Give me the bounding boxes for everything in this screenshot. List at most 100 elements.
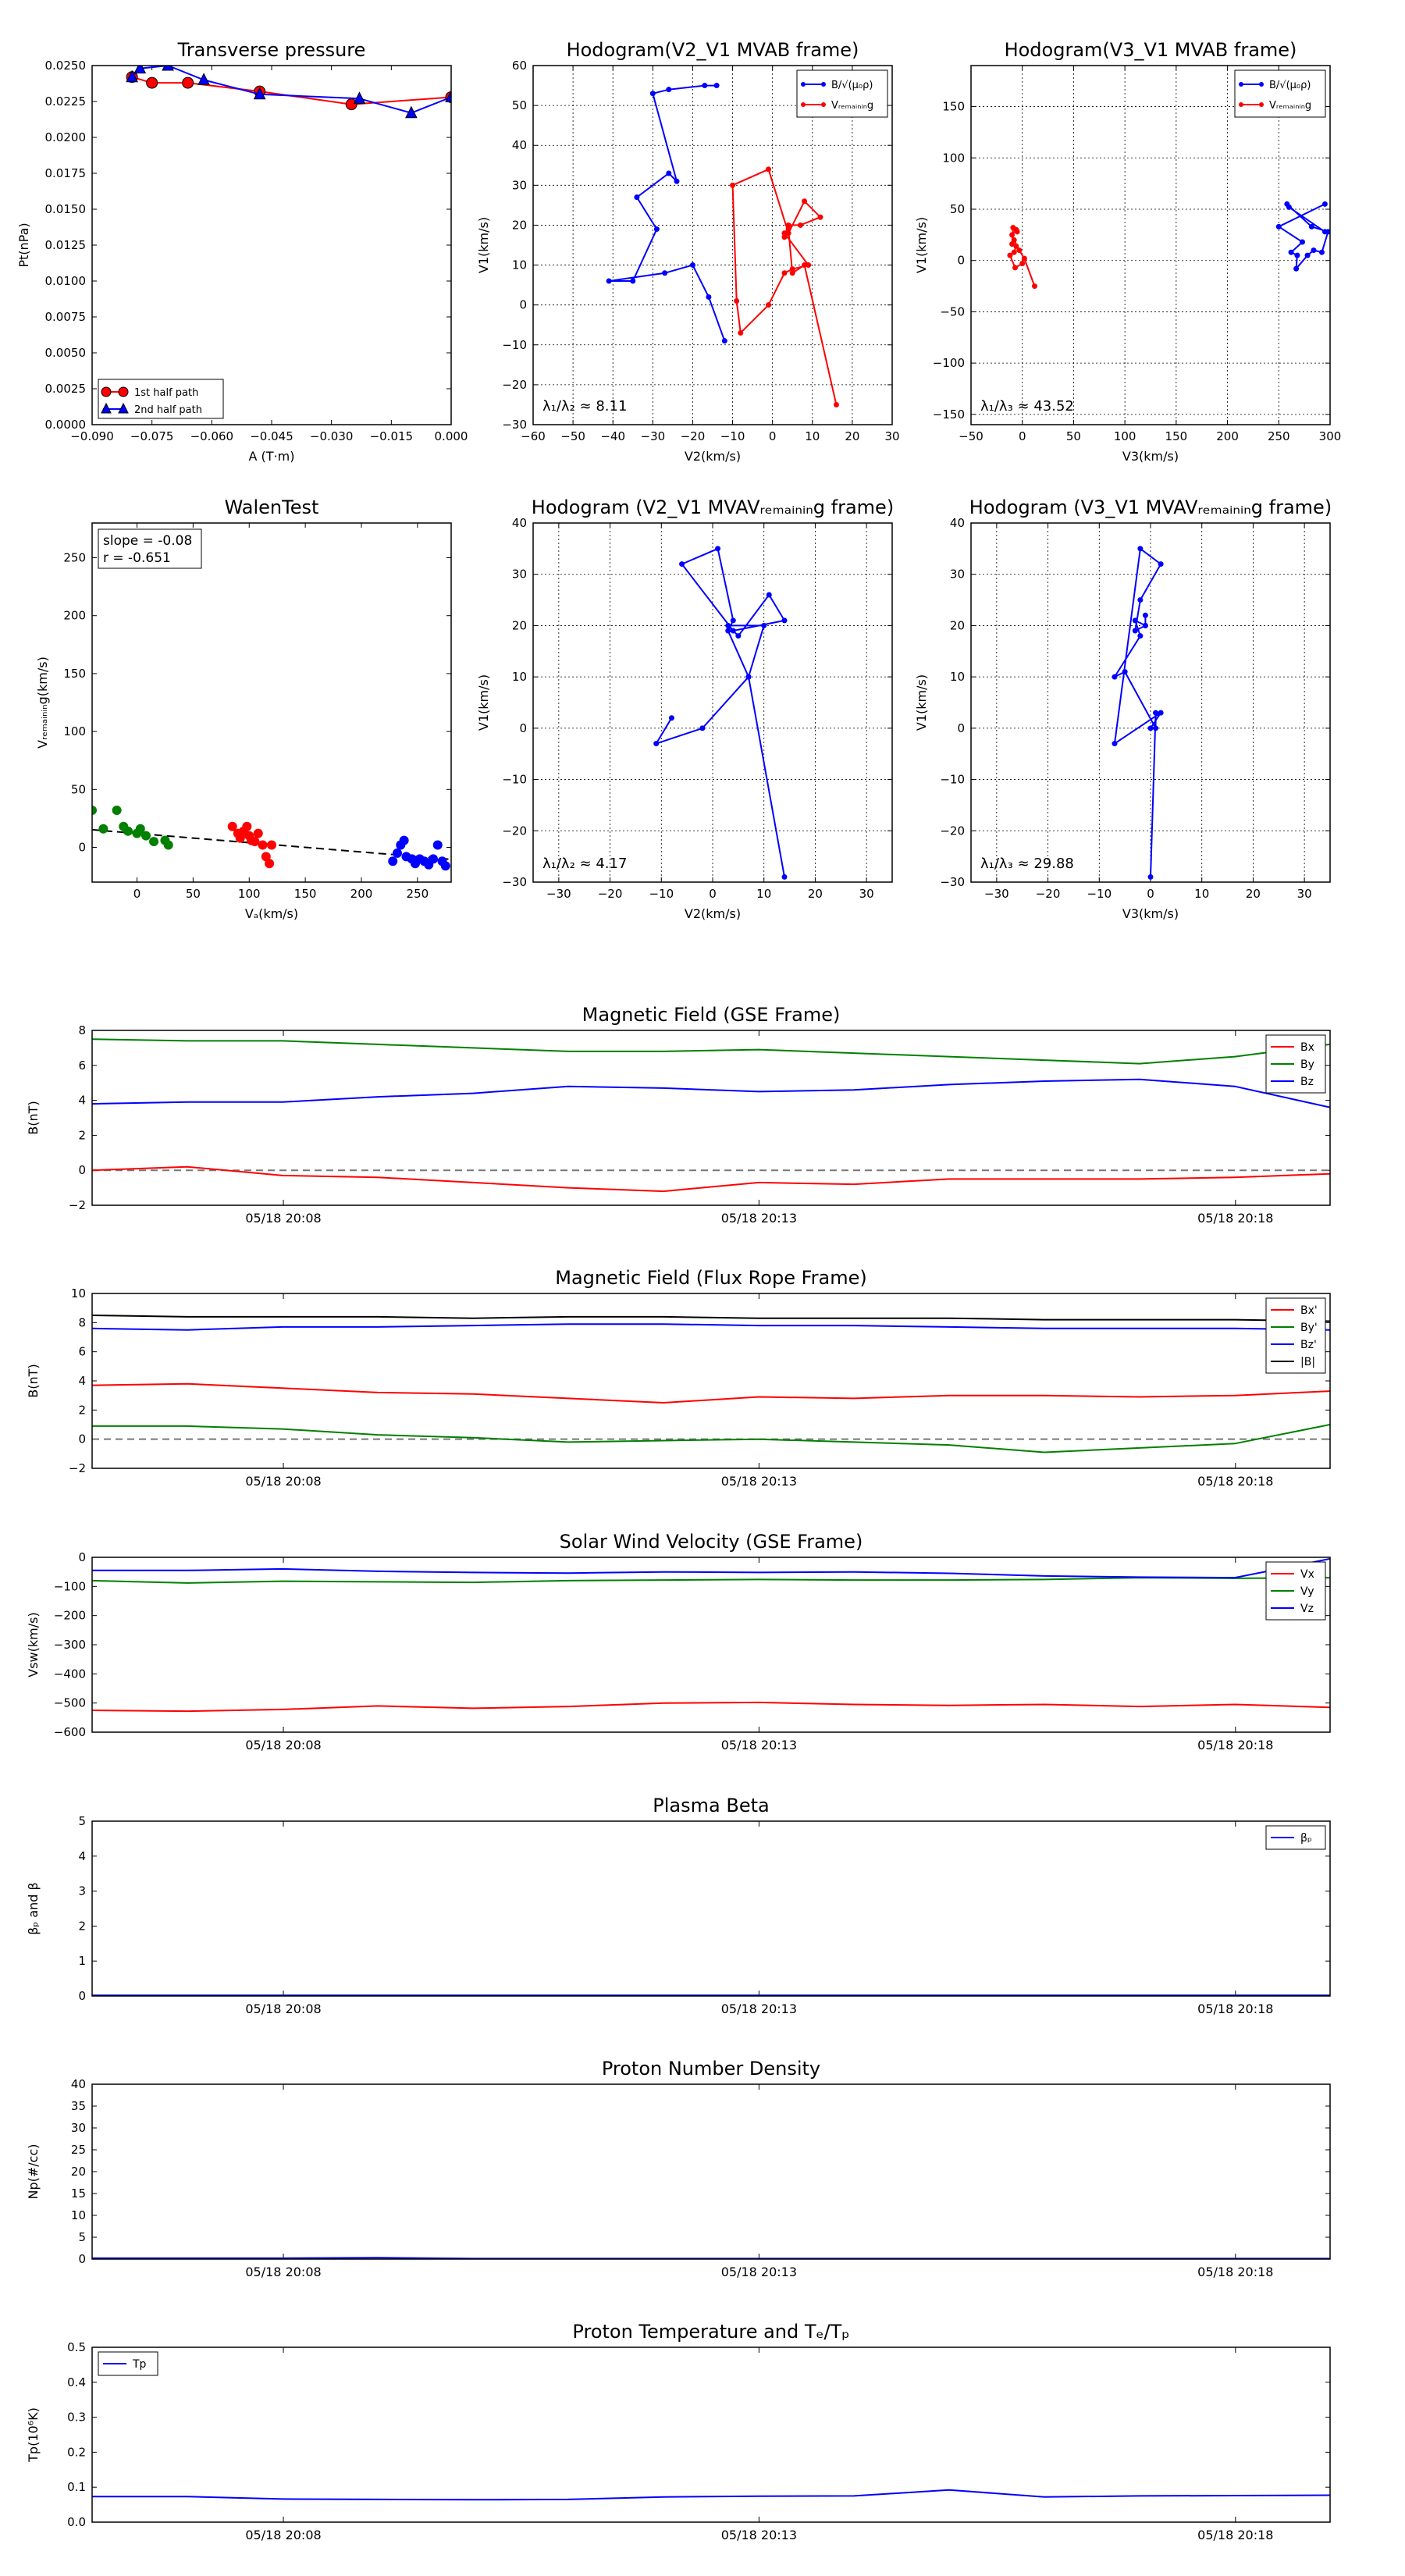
ts2-title: Magnetic Field (Flux Rope Frame) — [555, 1267, 866, 1289]
ts1-legend: Bx By Bz — [1265, 1034, 1326, 1094]
ts1-ytick-label: −2 — [69, 1198, 86, 1212]
h3-point — [699, 725, 706, 731]
h4-ytick-label: −30 — [940, 875, 965, 889]
walen-point — [92, 806, 97, 815]
ts2-ytick-label: 2 — [78, 1403, 86, 1417]
h4-xtick-label: 20 — [1246, 887, 1261, 901]
ts6-legend-label: Tp — [132, 2358, 147, 2371]
h3-xtick-label: −10 — [649, 887, 674, 901]
h4-point — [1158, 561, 1164, 568]
tp-ylabel: Pt(nPa) — [16, 222, 31, 267]
h4-point — [1132, 617, 1138, 624]
walen-ylabel: Vᵣₑₘₐᵢₙᵢₙg(km/s) — [35, 656, 50, 749]
walen-point — [135, 824, 145, 834]
ts6-series-Tp-line — [92, 2489, 1330, 2501]
h2-xlabel: V3(km/s) — [1122, 449, 1179, 464]
h3-point — [679, 561, 685, 568]
ts6-date-tick-label: 05/18 20:18 — [1197, 2528, 1273, 2542]
h2-xtick-label: 150 — [1165, 429, 1188, 443]
walen-point — [265, 859, 275, 869]
h1-legend-label-v: Vᵣₑₘₐᵢₙᵢₙg — [831, 100, 873, 112]
ts2-ytick-label: 0 — [78, 1432, 86, 1446]
h1-xlabel: V2(km/s) — [685, 449, 741, 464]
h3-xtick-label: 20 — [808, 887, 823, 901]
walen-point — [112, 806, 122, 815]
ts6-frame — [91, 2347, 1331, 2523]
ts5-ytick-label: 5 — [78, 2230, 86, 2244]
ts1-date-tick-label: 05/18 20:08 — [245, 1211, 321, 1226]
h4-point — [1137, 546, 1144, 552]
walen-point — [169, 883, 178, 892]
h4-ytick-label: 20 — [950, 618, 965, 632]
h2-series-B-line — [1277, 203, 1329, 272]
ts5-date-tick-label: 05/18 20:13 — [721, 2265, 797, 2279]
h2-point — [1311, 247, 1317, 254]
ts4-ylabel: βₚ and β — [26, 1882, 41, 1935]
walen-ytick-label: 250 — [63, 551, 86, 565]
h2-point — [1321, 201, 1328, 207]
ts1-ylabel: B(nT) — [26, 1101, 41, 1134]
walen-point — [149, 837, 159, 847]
ts5-ytick-label: 15 — [71, 2186, 86, 2201]
walen-title: WalenTest — [225, 496, 319, 518]
walen-point — [242, 821, 252, 831]
h3-point — [781, 873, 788, 880]
h2-ytick-label: −50 — [940, 304, 965, 318]
tp-xtick-label: 0.000 — [435, 429, 468, 443]
h1-point — [766, 166, 772, 173]
h1-point — [666, 170, 672, 176]
tp-ytick-label: 0.0100 — [45, 274, 87, 288]
ts3-ytick-label: −600 — [54, 1725, 86, 1739]
h4-point — [1137, 597, 1144, 603]
h1-xtick-label: 30 — [884, 429, 899, 443]
tp-xtick-label: −0.060 — [190, 429, 234, 443]
h4-ytick-label: −20 — [940, 824, 965, 838]
h1-point — [785, 230, 791, 237]
h2-point — [1294, 252, 1300, 258]
h1-ytick-label: 40 — [512, 138, 527, 152]
tp-legend-label-2: 2nd half path — [134, 404, 202, 416]
h2-legend-label-b: B/√(μ₀ρ) — [1269, 80, 1311, 91]
walen-point — [261, 852, 271, 862]
h3-point — [653, 741, 660, 747]
h2-data — [1007, 201, 1330, 290]
tp-legend-marker-1b — [118, 386, 129, 397]
h3-ytick-label: 40 — [512, 516, 527, 530]
h1-ytick-label: −10 — [502, 338, 527, 352]
ts3-legend: Vx Vy Vz — [1265, 1561, 1326, 1621]
ts1-ytick-label: 0 — [78, 1163, 86, 1177]
ts1-date-tick-label: 05/18 20:13 — [721, 1211, 797, 1226]
h2-point — [1304, 252, 1311, 258]
h2-point — [1007, 252, 1013, 258]
tp-data — [126, 66, 451, 119]
h4-xtick-label: 0 — [1147, 887, 1154, 901]
walen-slope: slope = -0.08 — [103, 533, 192, 549]
h1-point — [730, 182, 736, 188]
ts6-ytick-label: 0.3 — [67, 2411, 86, 2425]
ts4-ytick-label: 1 — [78, 1954, 86, 1968]
ts3-ytick-label: −100 — [54, 1579, 86, 1593]
ts5-frame — [91, 2083, 1331, 2260]
h3-point — [725, 622, 731, 628]
ts3-legend-label: Vy — [1300, 1585, 1314, 1598]
tp-point — [353, 91, 366, 104]
h3-point — [715, 546, 721, 552]
ts3-series-Vy-line — [92, 1577, 1330, 1584]
h2-legend-marker-v — [1239, 102, 1243, 107]
tp-ytick-label: 0.0050 — [45, 346, 87, 360]
h2-point — [1021, 255, 1027, 262]
h1-legend-label-b: B/√(μ₀ρ) — [831, 80, 873, 91]
h3-point — [730, 617, 736, 624]
h4-point — [1142, 612, 1148, 618]
h2-xtick-label: 200 — [1216, 429, 1239, 443]
h1-point — [630, 278, 636, 284]
h4-xtick-label: −20 — [1036, 887, 1061, 901]
h3-point — [766, 592, 772, 598]
h4-data — [1112, 546, 1164, 880]
tp-ytick-label: 0.0025 — [45, 382, 87, 396]
walen-xtick-label: 250 — [407, 887, 429, 901]
ts6-ytick-label: 0.2 — [67, 2445, 86, 2459]
h4-title: Hodogram (V3_V1 MVAVᵣₑₘₐᵢₙᵢₙg frame) — [969, 496, 1332, 518]
h4-xlabel: V3(km/s) — [1122, 906, 1179, 921]
ts5-ytick-label: 10 — [71, 2208, 86, 2222]
